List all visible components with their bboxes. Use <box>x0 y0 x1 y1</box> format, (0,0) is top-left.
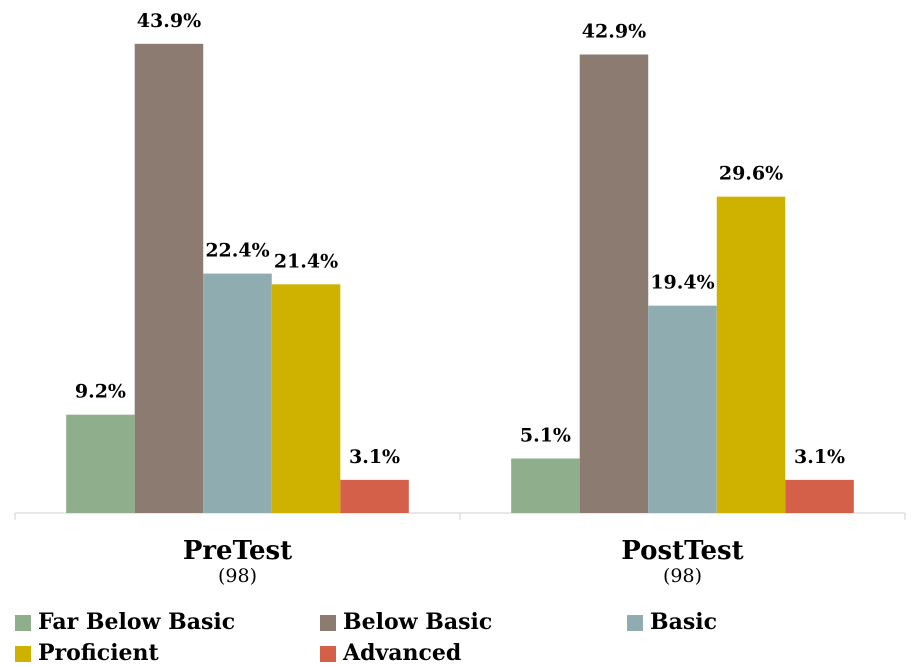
bar <box>134 43 204 513</box>
bar <box>203 273 272 513</box>
x-tick-label: PreTest <box>183 536 292 566</box>
x-tick-sublabel: (98) <box>218 565 257 587</box>
x-tick-label: PostTest <box>621 536 743 566</box>
legend-label: Basic <box>650 609 717 635</box>
data-label: 9.2% <box>75 381 126 403</box>
bar <box>511 458 580 513</box>
legend-label: Advanced <box>342 640 461 666</box>
legend-label: Below Basic <box>343 609 492 635</box>
data-label: 29.6% <box>719 163 783 185</box>
legend-swatch <box>15 646 31 662</box>
data-label: 5.1% <box>520 424 571 446</box>
legend-swatch <box>320 615 336 631</box>
legend-swatch <box>15 615 31 631</box>
data-label: 43.9% <box>137 10 201 32</box>
bar <box>716 196 786 513</box>
legend-swatch <box>320 646 336 662</box>
legend-label: Far Below Basic <box>38 609 235 635</box>
data-label: 42.9% <box>582 21 646 43</box>
data-label: 21.4% <box>274 250 338 272</box>
legend-label: Proficient <box>38 640 160 666</box>
x-tick-sublabel: (98) <box>663 565 702 587</box>
data-label: 22.4% <box>205 240 269 262</box>
bar <box>785 479 854 513</box>
data-label: 3.1% <box>349 446 400 468</box>
bar <box>271 284 341 513</box>
bar <box>648 305 717 513</box>
data-label: 19.4% <box>650 272 714 294</box>
legend-swatch <box>627 615 643 631</box>
data-label: 3.1% <box>794 446 845 468</box>
bar <box>579 54 649 513</box>
bar <box>66 414 135 513</box>
bar <box>340 479 409 513</box>
